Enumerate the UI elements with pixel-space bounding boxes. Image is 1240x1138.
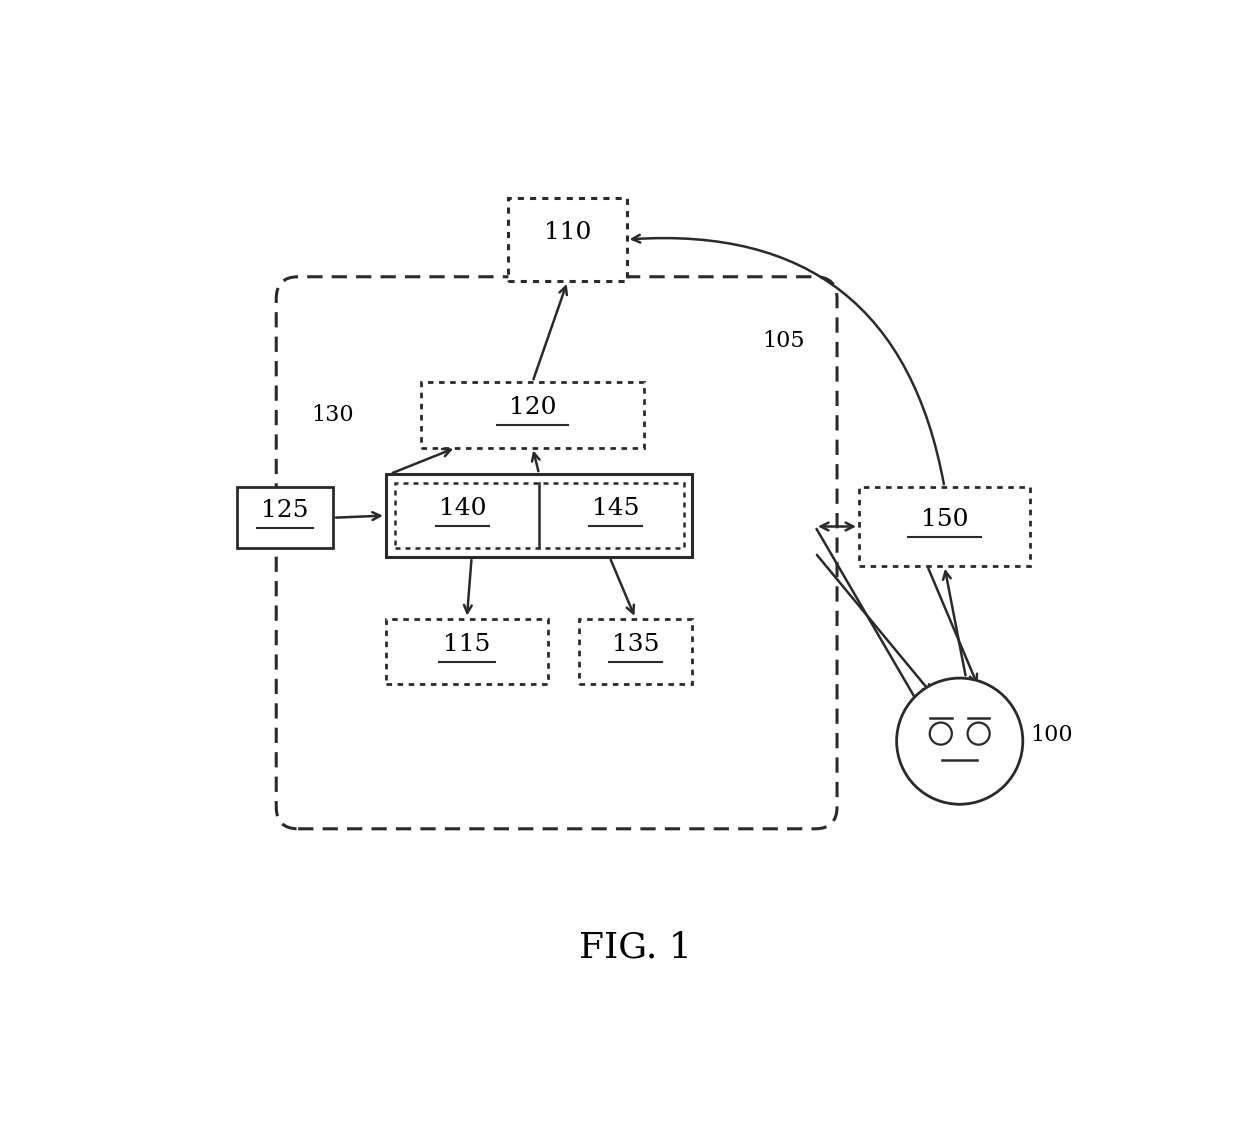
Text: 120: 120: [508, 396, 557, 419]
Text: 145: 145: [591, 497, 640, 520]
Text: 125: 125: [262, 500, 309, 522]
Bar: [859, 487, 1029, 566]
Bar: [394, 483, 683, 549]
Bar: [508, 198, 626, 281]
Text: 105: 105: [763, 330, 805, 352]
Circle shape: [897, 678, 1023, 805]
Bar: [386, 619, 548, 684]
Text: 135: 135: [611, 633, 660, 655]
Text: 140: 140: [439, 497, 486, 520]
Bar: [386, 473, 692, 558]
FancyArrowPatch shape: [632, 234, 944, 485]
Text: 130: 130: [311, 404, 353, 427]
Text: 150: 150: [920, 508, 968, 531]
Bar: [579, 619, 692, 684]
Bar: [420, 382, 645, 447]
Text: 100: 100: [1029, 724, 1073, 747]
Text: 115: 115: [443, 633, 491, 655]
Text: 110: 110: [544, 221, 591, 244]
Bar: [237, 487, 334, 549]
FancyBboxPatch shape: [277, 277, 837, 828]
Text: FIG. 1: FIG. 1: [579, 930, 692, 964]
